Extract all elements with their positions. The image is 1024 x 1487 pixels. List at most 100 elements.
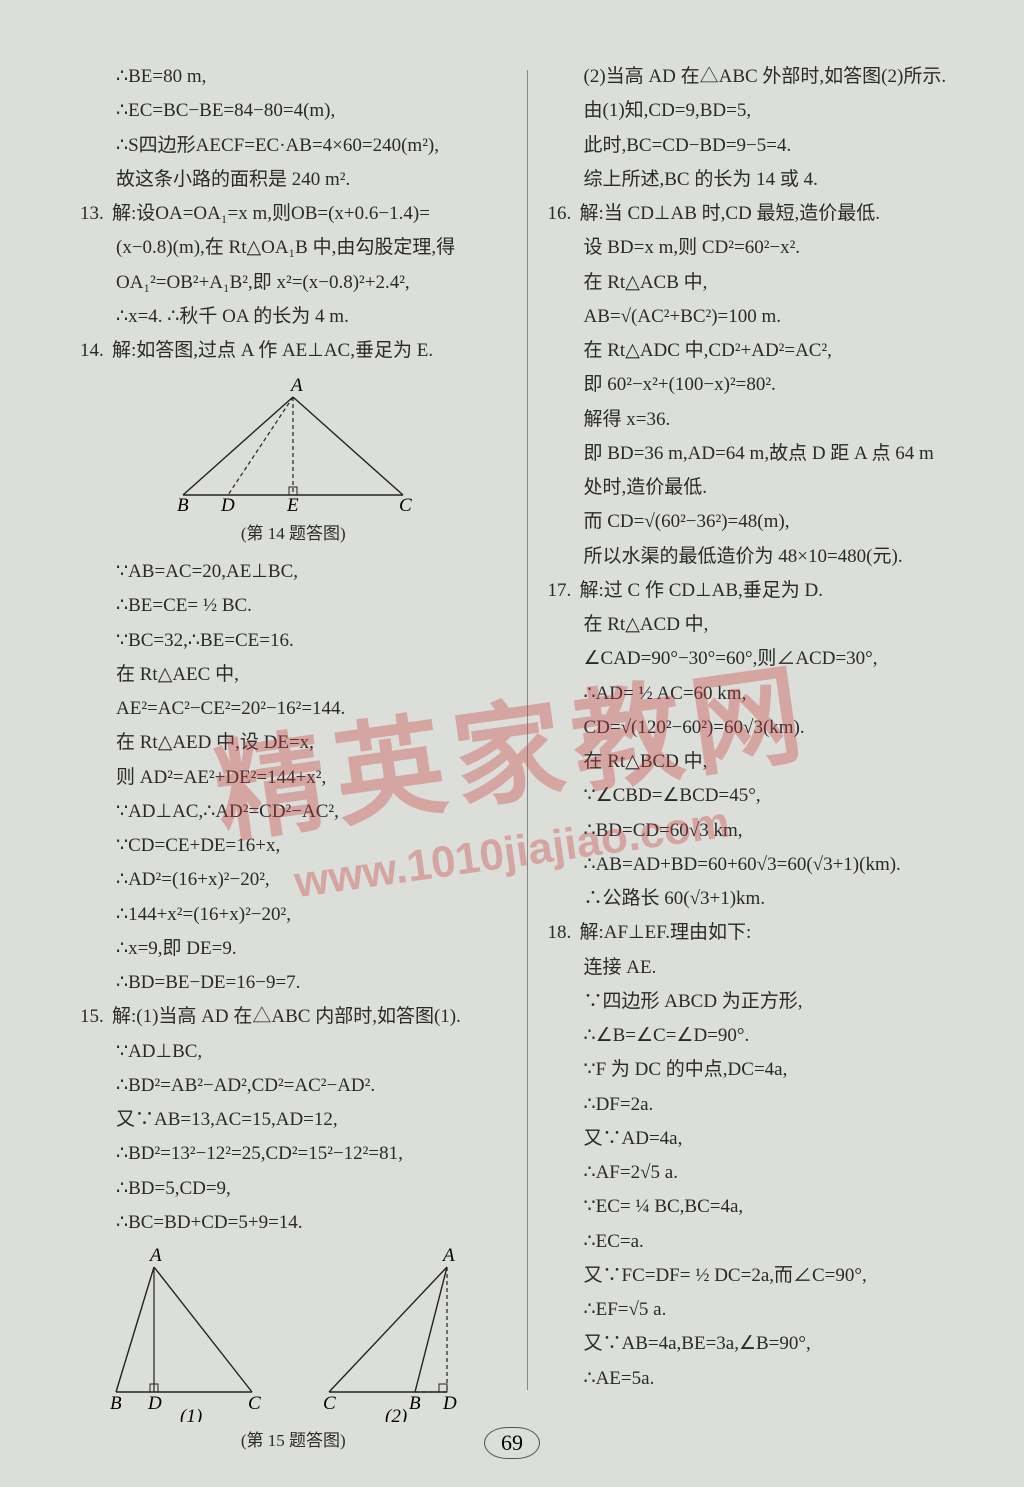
text-line: 即 BD=36 m,AD=64 m,故点 D 距 A 点 64 m bbox=[548, 437, 975, 470]
text-line: 又∵AB=13,AC=15,AD=12, bbox=[80, 1103, 507, 1136]
text-line: 在 Rt△ACB 中, bbox=[548, 266, 975, 299]
figure-15-caption: (第 15 题答图) bbox=[80, 1426, 507, 1456]
two-column-layout: ∴BE=80 m, ∴EC=BC−BE=84−80=4(m), ∴S四边形AEC… bbox=[80, 60, 974, 1400]
label-C: C bbox=[323, 1393, 336, 1414]
text: 解:如答图,过点 A 作 AE⊥AC,垂足为 E. bbox=[112, 340, 433, 361]
text-line: ∴BE=80 m, bbox=[80, 60, 507, 93]
text-line: 又∵AD=4a, bbox=[548, 1122, 975, 1155]
text-line: ∵AB=AC=20,AE⊥BC, bbox=[80, 555, 507, 588]
text-line: ∴BD=CD=60√3 km, bbox=[548, 814, 975, 847]
text-line: ∴DF=2a. bbox=[548, 1088, 975, 1121]
text: 解:(1)当高 AD 在△ABC 内部时,如答图(1). bbox=[112, 1006, 461, 1027]
label-C: C bbox=[248, 1393, 261, 1414]
figure-15: A B D C (1) A bbox=[80, 1247, 507, 1422]
text-line: CD=√(120²−60²)=60√3(km). bbox=[548, 711, 975, 744]
sub-label-1: (1) bbox=[180, 1406, 202, 1422]
label-D: D bbox=[220, 495, 235, 515]
text-line: ∴144+x²=(16+x)²−20², bbox=[80, 898, 507, 931]
text-line: AB=√(AC²+BC²)=100 m. bbox=[548, 300, 975, 333]
triangle-14-svg: A B D E C bbox=[163, 375, 423, 515]
label-A: A bbox=[148, 1247, 162, 1266]
text-line: ∠CAD=90°−30°=60°,则∠ACD=30°, bbox=[548, 642, 975, 675]
text-line: 而 CD=√(60²−36²)=48(m), bbox=[548, 505, 975, 538]
text-line: 在 Rt△AED 中,设 DE=x, bbox=[80, 726, 507, 759]
text-line: 由(1)知,CD=9,BD=5, bbox=[548, 94, 975, 127]
text-line: 综上所述,BC 的长为 14 或 4. bbox=[548, 163, 975, 196]
problem-15: 15.解:(1)当高 AD 在△ABC 内部时,如答图(1). bbox=[80, 1000, 507, 1033]
sub-label-2: (2) bbox=[385, 1406, 407, 1422]
text-line: ∴EC=a. bbox=[548, 1225, 975, 1258]
text-line: ∵BC=32,∴BE=CE=16. bbox=[80, 624, 507, 657]
text-line: 所以水渠的最低造价为 48×10=480(元). bbox=[548, 540, 975, 573]
text: 解:过 C 作 CD⊥AB,垂足为 D. bbox=[580, 580, 824, 601]
text-line: ∴BD²=13²−12²=25,CD²=15²−12²=81, bbox=[80, 1137, 507, 1170]
label-B: B bbox=[110, 1393, 122, 1414]
text-line: (2)当高 AD 在△ABC 外部时,如答图(2)所示. bbox=[548, 60, 975, 93]
right-column: (2)当高 AD 在△ABC 外部时,如答图(2)所示. 由(1)知,CD=9,… bbox=[528, 60, 975, 1400]
text-line: ∴AE=5a. bbox=[548, 1362, 975, 1395]
text-line: 在 Rt△BCD 中, bbox=[548, 745, 975, 778]
text-line: ∴BD=5,CD=9, bbox=[80, 1172, 507, 1205]
text-line: 即 60²−x²+(100−x)²=80². bbox=[548, 368, 975, 401]
text-line: 在 Rt△AEC 中, bbox=[80, 658, 507, 691]
text-line: ∴EF=√5 a. bbox=[548, 1293, 975, 1326]
label-C: C bbox=[399, 495, 412, 515]
text-line: ∴∠B=∠C=∠D=90°. bbox=[548, 1019, 975, 1052]
figure-14-caption: (第 14 题答图) bbox=[80, 519, 507, 549]
text-line: ∵CD=CE+DE=16+x, bbox=[80, 829, 507, 862]
text-line: 在 Rt△ACD 中, bbox=[548, 608, 975, 641]
text-line: ∴公路长 60(√3+1)km. bbox=[548, 882, 975, 915]
text: 解:AF⊥EF.理由如下: bbox=[580, 922, 752, 943]
text-line: ∵∠CBD=∠BCD=45°, bbox=[548, 779, 975, 812]
text-line: (x−0.8)(m),在 Rt△OA₁B 中,由勾股定理,得 bbox=[80, 231, 507, 264]
problem-18: 18.解:AF⊥EF.理由如下: bbox=[548, 916, 975, 949]
text-line: ∵AD⊥AC,∴AD²=CD²−AC², bbox=[80, 795, 507, 828]
page: 精英家教网 www.1010jiajiao.com ∴BE=80 m, ∴EC=… bbox=[0, 0, 1024, 1487]
problem-14: 14.解:如答图,过点 A 作 AE⊥AC,垂足为 E. bbox=[80, 334, 507, 367]
text-line: 连接 AE. bbox=[548, 951, 975, 984]
label-A: A bbox=[289, 375, 303, 396]
text-line: ∵F 为 DC 的中点,DC=4a, bbox=[548, 1053, 975, 1086]
text-line: ∴EC=BC−BE=84−80=4(m), bbox=[80, 94, 507, 127]
text-line: ∴BC=BD+CD=5+9=14. bbox=[80, 1206, 507, 1239]
problem-13: 13.解:设OA=OA₁=x m,则OB=(x+0.6−1.4)= bbox=[80, 197, 507, 230]
label-B: B bbox=[409, 1393, 421, 1414]
figure-14: A B D E C bbox=[80, 375, 507, 515]
text-line: 处时,造价最低. bbox=[548, 471, 975, 504]
text-line: ∴S四边形AECF=EC·AB=4×60=240(m²), bbox=[80, 129, 507, 162]
left-column: ∴BE=80 m, ∴EC=BC−BE=84−80=4(m), ∴S四边形AEC… bbox=[80, 60, 527, 1400]
label-B: B bbox=[177, 495, 189, 515]
text-line: 在 Rt△ADC 中,CD²+AD²=AC², bbox=[548, 334, 975, 367]
text-line: OA₁²=OB²+A₁B²,即 x²=(x−0.8)²+2.4², bbox=[80, 266, 507, 299]
text-line: ∴x=9,即 DE=9. bbox=[80, 932, 507, 965]
label-E: E bbox=[286, 495, 299, 515]
text-line: ∴AB=AD+BD=60+60√3=60(√3+1)(km). bbox=[548, 848, 975, 881]
triangle-15-2-svg: A C B D (2) bbox=[315, 1247, 485, 1422]
text-line: 又∵FC=DF= ½ DC=2a,而∠C=90°, bbox=[548, 1259, 975, 1292]
label-A: A bbox=[441, 1247, 455, 1266]
text-line: 解得 x=36. bbox=[548, 403, 975, 436]
text-line: ∵四边形 ABCD 为正方形, bbox=[548, 985, 975, 1018]
text-line: AE²=AC²−CE²=20²−16²=144. bbox=[80, 692, 507, 725]
text-line: 此时,BC=CD−BD=9−5=4. bbox=[548, 129, 975, 162]
text-line: ∵EC= ¼ BC,BC=4a, bbox=[548, 1190, 975, 1223]
text-line: 设 BD=x m,则 CD²=60²−x². bbox=[548, 231, 975, 264]
triangle-15-1-svg: A B D C (1) bbox=[102, 1247, 272, 1422]
text-line: 则 AD²=AE²+DE²=144+x², bbox=[80, 761, 507, 794]
page-number: 69 bbox=[484, 1427, 540, 1459]
problem-17: 17.解:过 C 作 CD⊥AB,垂足为 D. bbox=[548, 574, 975, 607]
text-line: 故这条小路的面积是 240 m². bbox=[80, 163, 507, 196]
text-line: ∴AD= ½ AC=60 km, bbox=[548, 677, 975, 710]
text: 解:当 CD⊥AB 时,CD 最短,造价最低. bbox=[580, 203, 881, 224]
label-D: D bbox=[147, 1393, 162, 1414]
label-D: D bbox=[442, 1393, 457, 1414]
problem-16: 16.解:当 CD⊥AB 时,CD 最短,造价最低. bbox=[548, 197, 975, 230]
text-line: ∴BD²=AB²−AD²,CD²=AC²−AD². bbox=[80, 1069, 507, 1102]
text-line: ∴BE=CE= ½ BC. bbox=[80, 589, 507, 622]
text-line: ∴x=4. ∴秋千 OA 的长为 4 m. bbox=[80, 300, 507, 333]
text-line: ∴AD²=(16+x)²−20², bbox=[80, 863, 507, 896]
text-line: ∴BD=BE−DE=16−9=7. bbox=[80, 966, 507, 999]
text-line: ∵AD⊥BC, bbox=[80, 1035, 507, 1068]
text-line: 又∵AB=4a,BE=3a,∠B=90°, bbox=[548, 1327, 975, 1360]
text-line: ∴AF=2√5 a. bbox=[548, 1156, 975, 1189]
